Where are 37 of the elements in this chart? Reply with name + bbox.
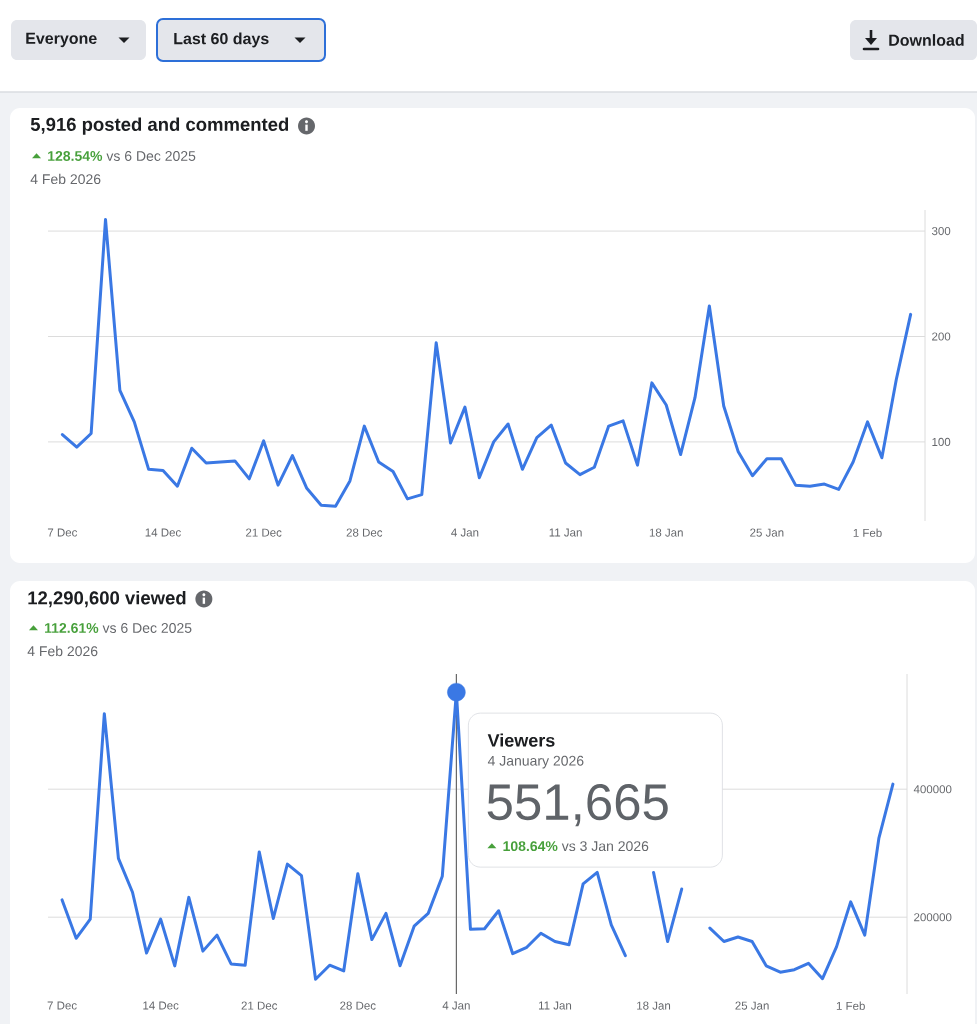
x-tick-label: 1 Feb (836, 1001, 865, 1010)
x-tick-label: 11 Jan (549, 528, 582, 537)
chart-title: 12,290,600 viewed (28, 590, 186, 608)
x-tick-label: 7 Dec (47, 1001, 77, 1010)
x-tick-label: 4 Jan (442, 1001, 470, 1010)
x-tick-label: 21 Dec (241, 1001, 278, 1010)
x-tick-label: 21 Dec (246, 528, 282, 537)
y-tick-label: 400000 (913, 785, 952, 794)
x-tick-label: 25 Jan (750, 528, 784, 537)
text: Last 60 days (174, 32, 269, 48)
text: 4 Feb 2026 (27, 645, 98, 657)
x-tick-label: 14 Dec (143, 1001, 179, 1010)
annotation: Viewers (487, 733, 555, 747)
annotation: 551,665 (487, 784, 668, 827)
x-tick-label: 28 Dec (346, 528, 383, 537)
line-series (60, 217, 913, 508)
x-tick-label: 7 Dec (47, 528, 78, 537)
text: 4 Feb 2026 (30, 173, 101, 185)
x-tick-label: 4 Jan (451, 528, 479, 537)
chart-title: 5,916 posted and commented (30, 117, 289, 135)
chart-subtitle: 112.61% vs 6 Dec 2025 (45, 623, 192, 633)
y-tick-label: 100 (932, 437, 951, 446)
x-tick-label: 25 Jan (735, 1001, 769, 1010)
x-tick-label: 14 Dec (145, 528, 181, 537)
x-tick-label: 11 Jan (538, 1001, 572, 1010)
x-tick-label: 1 Feb (853, 528, 882, 537)
chart-subtitle: 128.54% vs 6 Dec 2025 (48, 151, 196, 161)
x-tick-label: 18 Jan (649, 528, 683, 537)
y-tick-label: 200000 (914, 913, 952, 922)
y-tick-label: 200 (932, 332, 951, 341)
text: Everyone (26, 32, 97, 48)
x-tick-label: 28 Dec (340, 1001, 376, 1010)
x-tick-label: 18 Jan (637, 1001, 671, 1010)
annotation: 108.64% vs 3 Jan 2026 (503, 841, 649, 852)
y-tick-label: 300 (931, 227, 951, 236)
annotation: 4 January 2026 (487, 755, 584, 769)
text: Download (889, 34, 964, 46)
